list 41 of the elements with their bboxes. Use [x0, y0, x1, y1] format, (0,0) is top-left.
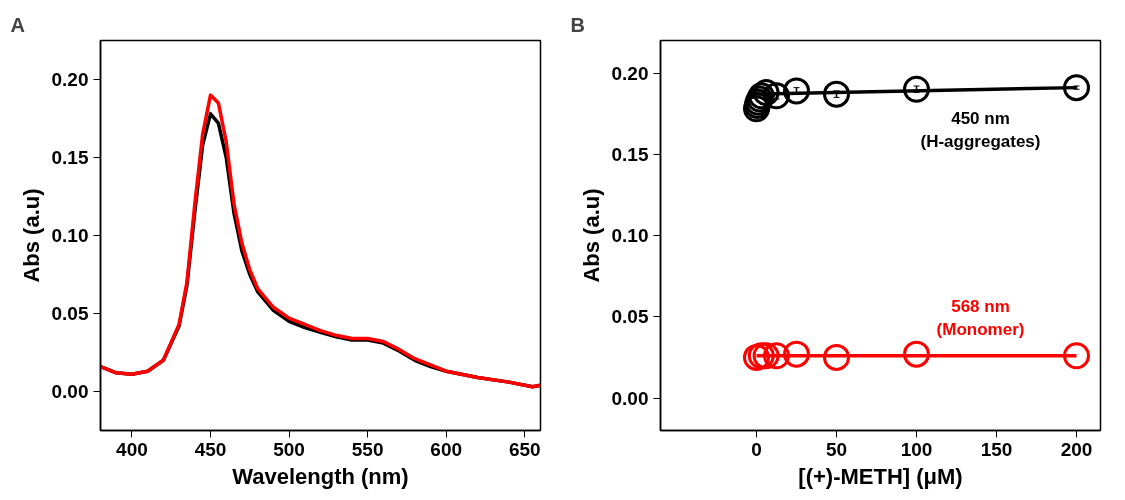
x-tick-label: 200: [1060, 438, 1093, 460]
x-tick-label: 100: [900, 438, 933, 460]
y-tick-label: 0.05: [51, 303, 89, 324]
x-tick-label: 50: [825, 438, 848, 460]
point: [763, 342, 790, 370]
x-tick-label: 600: [430, 438, 463, 460]
x-tick-label: 650: [508, 438, 541, 460]
x-tick-label: 150: [980, 438, 1013, 460]
x-tick-label: 550: [351, 438, 384, 460]
y-axis-title: Abs (a.u): [578, 188, 604, 283]
y-tick-label: 0.00: [611, 387, 649, 409]
point: [763, 82, 790, 110]
y-tick-label: 0.15: [611, 143, 649, 165]
point: [1063, 342, 1090, 370]
point: [752, 79, 780, 106]
y-tick-label: 0.10: [611, 225, 649, 246]
y-axis-title: Abs (a.u): [18, 188, 44, 283]
y-tick-label: 0.15: [51, 147, 89, 168]
point: [903, 75, 930, 103]
x-tick-label: 500: [273, 438, 305, 460]
y-tick-label: 0.05: [611, 306, 649, 328]
chart-title: B: [570, 13, 585, 36]
point: [903, 340, 930, 368]
series-label: 568 nm (Monomer): [936, 297, 1025, 340]
x-axis-title: [(+)-METH] (μM): [798, 463, 963, 489]
point: [743, 343, 770, 371]
y-tick-label: 0.00: [51, 381, 89, 402]
x-tick-label: 450: [194, 438, 227, 460]
point: [1063, 74, 1090, 102]
chart-title: A: [10, 13, 25, 36]
series-label: 450 nm (H-aggregates): [920, 108, 1041, 151]
point: [783, 340, 810, 368]
point: [823, 80, 850, 108]
y-tick-label: 0.20: [611, 62, 649, 84]
x-tick-label: 0: [751, 438, 762, 460]
y-tick-label: 0.10: [51, 225, 89, 246]
y-tick-label: 0.20: [51, 69, 89, 90]
point: [783, 77, 810, 105]
x-tick-label: 400: [116, 438, 148, 460]
point: [823, 343, 850, 371]
x-axis-title: Wavelength (nm): [232, 463, 409, 489]
